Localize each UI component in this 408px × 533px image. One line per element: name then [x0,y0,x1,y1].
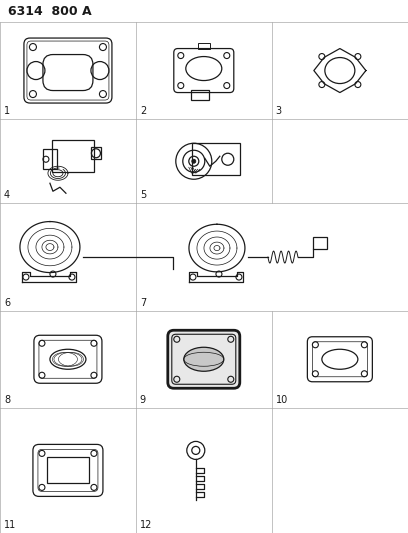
Ellipse shape [184,348,224,372]
Text: 1: 1 [4,106,10,116]
Text: 12: 12 [140,520,152,530]
Circle shape [192,159,196,163]
Text: 2: 2 [140,106,146,116]
Text: 7: 7 [140,298,146,308]
Bar [43,149,57,169]
Bar [52,140,94,172]
Text: 8: 8 [4,395,10,405]
Text: 9: 9 [140,395,146,405]
Bar [47,457,89,483]
Text: 4: 4 [4,190,10,200]
Text: 6314  800 A: 6314 800 A [8,5,92,18]
Bar [313,237,327,249]
Text: 3: 3 [276,106,282,116]
Text: 11: 11 [4,520,16,530]
Bar [198,43,210,49]
Bar [91,147,101,159]
Bar [192,143,240,175]
FancyBboxPatch shape [168,330,240,388]
Text: 5: 5 [140,190,146,200]
Text: 10: 10 [276,395,288,405]
Bar [191,90,209,100]
Text: 6: 6 [4,298,10,308]
